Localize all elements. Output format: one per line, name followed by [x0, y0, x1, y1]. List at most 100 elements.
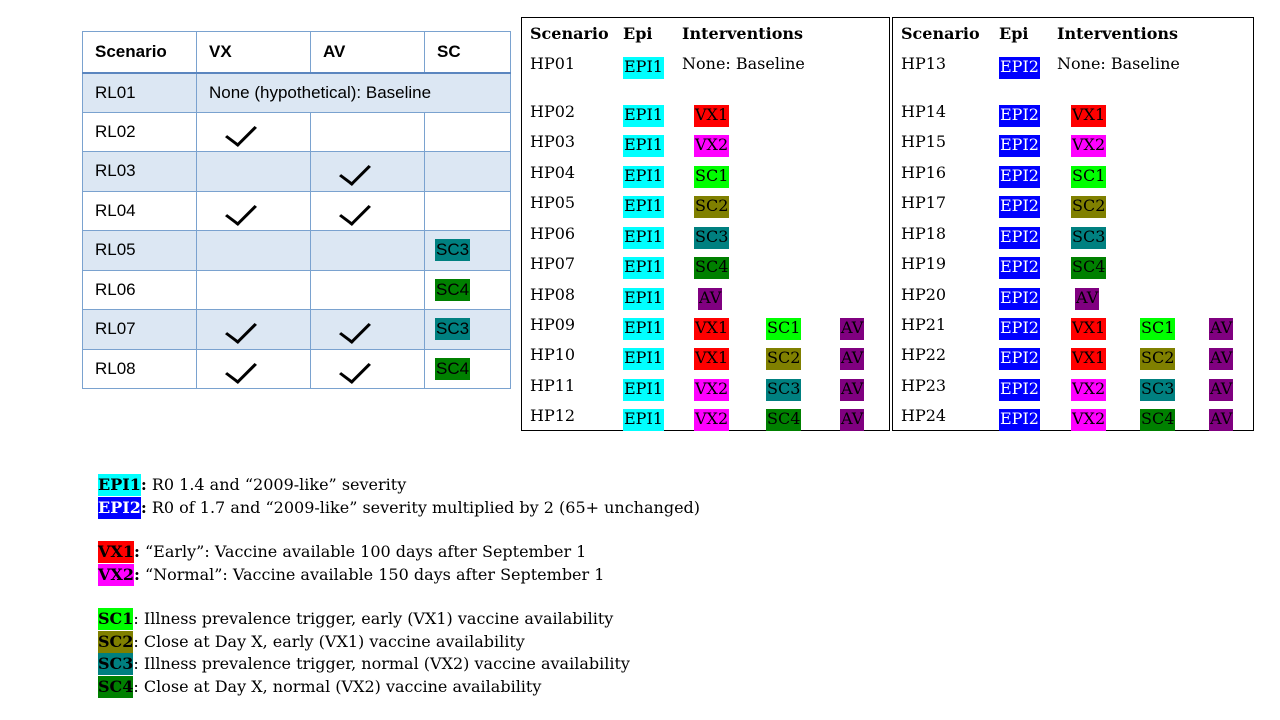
intervention-tag: SC2: [1071, 196, 1107, 218]
rl-row-rl03: RL03: [82, 151, 511, 192]
epi-tag: EPI1: [623, 257, 664, 279]
hp-scenario-id: HP07: [530, 254, 576, 273]
epi-tag: EPI2: [999, 57, 1040, 79]
intervention-tag: SC3: [694, 227, 730, 249]
hp-scenario-id: HP06: [530, 224, 576, 243]
sc-tag: SC2: [1140, 348, 1176, 370]
hp-row-hp24: HP24 EPI2 VX2 SC4 AV: [893, 403, 1253, 431]
rl-scenario-id: RL06: [82, 269, 197, 310]
legend-tag: SC2: [98, 630, 134, 653]
sc-tag: SC1: [766, 318, 802, 340]
rl-sc-cell: [424, 111, 511, 152]
hp-row-hp05: HP05 EPI1 SC2: [522, 190, 889, 218]
epi-tag: EPI2: [999, 166, 1040, 188]
sc-tag: SC4: [435, 357, 471, 380]
hp-row-hp06: HP06 EPI1 SC3: [522, 221, 889, 249]
rl-sc-cell: SC4: [424, 348, 511, 389]
legend-tag: VX2: [98, 563, 134, 586]
legend-spacer: [98, 586, 700, 608]
hp-row-hp18: HP18 EPI2 SC3: [893, 221, 1253, 249]
intervention-tag: SC1: [694, 166, 730, 188]
epi-tag: EPI2: [999, 196, 1040, 218]
rl-scenario-id: RL03: [82, 151, 197, 192]
legend-item-vx2: VX2: “Normal”: Vaccine available 150 day…: [98, 563, 700, 587]
rl-sc-cell: [424, 190, 511, 231]
hp-scenario-id: HP02: [530, 102, 576, 121]
sc-tag: SC3: [766, 379, 802, 401]
intervention-tag: VX2: [694, 409, 730, 431]
rl-sc-cell: SC3: [424, 309, 511, 350]
hp-header-row: Scenario Epi Interventions: [893, 18, 1253, 44]
epi-tag: EPI1: [623, 379, 664, 401]
hp-row-hp22: HP22 EPI2 VX1 SC2 AV: [893, 342, 1253, 370]
hp-scenario-id: HP23: [901, 376, 947, 395]
rl-scenario-id: RL08: [82, 348, 197, 389]
rl-vx-cell: [196, 230, 311, 271]
hp-scenario-id: HP18: [901, 224, 947, 243]
hp-scenario-id: HP15: [901, 132, 947, 151]
rl-scenario-id: RL02: [82, 111, 197, 152]
checkmark-icon: [339, 315, 371, 344]
hp-scenario-id: HP05: [530, 193, 576, 212]
legend-item-sc3: SC3: Illness prevalence trigger, normal …: [98, 653, 700, 676]
hp-row-hp10: HP10 EPI1 VX1 SC2 AV: [522, 342, 889, 370]
legend-description: : Close at Day X, normal (VX2) vaccine a…: [133, 676, 542, 696]
legend-tag: EPI2: [98, 496, 141, 519]
intervention-tag: AV: [698, 288, 723, 310]
rl-sc-cell: SC3: [424, 230, 511, 271]
epi-tag: EPI2: [999, 348, 1040, 370]
hp-scenario-id: HP14: [901, 102, 947, 121]
hp-header-row: Scenario Epi Interventions: [522, 18, 889, 44]
av-tag: AV: [840, 318, 865, 340]
intervention-tag: VX1: [694, 105, 730, 127]
hp-scenario-id: HP09: [530, 315, 576, 334]
hp-row-hp13: HP13 EPI2 None: Baseline: [893, 51, 1253, 79]
rl-vx-cell: [196, 269, 311, 310]
rl-av-cell: [310, 111, 425, 152]
hp-scenario-id: HP24: [901, 406, 947, 425]
rl-header-row: Scenario VX AV SC: [82, 31, 511, 74]
legend-item-sc2: SC2: Close at Day X, early (VX1) vaccine…: [98, 630, 700, 654]
checkmark-icon: [339, 157, 371, 186]
rl-row-rl07: RL07 SC3: [82, 309, 511, 350]
checkmark-icon: [225, 196, 257, 226]
intervention-tag: SC3: [1071, 227, 1107, 249]
hp-scenario-id: HP22: [901, 345, 947, 364]
rl-scenario-id: RL07: [82, 309, 197, 350]
hp-header-epi: Epi: [999, 24, 1029, 43]
rl-av-cell: [310, 348, 425, 389]
rl-av-cell: [310, 230, 425, 271]
hp-baseline-text: None: Baseline: [1057, 54, 1180, 73]
hp-header-epi: Epi: [623, 24, 653, 43]
rl-av-cell: [310, 151, 425, 192]
intervention-tag: VX2: [694, 135, 730, 157]
legend-description: “Normal”: Vaccine available 150 days aft…: [139, 564, 605, 584]
rl-row-rl01: RL01 None (hypothetical): Baseline: [82, 72, 511, 113]
checkmark-icon: [225, 354, 257, 384]
rl-row-rl08: RL08 SC4: [82, 348, 511, 389]
rl-scenario-id: RL04: [82, 190, 197, 231]
rl-av-cell: [310, 269, 425, 310]
legend-description: : Illness prevalence trigger, early (VX1…: [133, 609, 614, 628]
legend-tag: VX1: [98, 541, 134, 563]
hp-table-epi1: Scenario Epi Interventions HP01 EPI1 None: Ba…: [521, 17, 890, 431]
intervention-tag: VX2: [1071, 379, 1107, 401]
hp-scenario-id: HP11: [530, 376, 576, 395]
epi-tag: EPI2: [999, 227, 1040, 249]
hp-row-hp14: HP14 EPI2 VX1: [893, 99, 1253, 127]
hp-scenario-id: HP10: [530, 345, 576, 364]
hp-row-hp15: HP15 EPI2 VX2: [893, 129, 1253, 157]
sc-tag: SC3: [435, 239, 471, 262]
legend-separator: :: [133, 564, 140, 584]
hp-row-hp01: HP01 EPI1 None: Baseline: [522, 51, 889, 79]
rl-vx-cell: [196, 111, 311, 152]
intervention-tag: SC1: [1071, 166, 1107, 188]
epi-tag: EPI2: [999, 105, 1040, 127]
hp-baseline-text: None: Baseline: [682, 54, 805, 73]
legend-description: : Illness prevalence trigger, normal (VX…: [133, 654, 630, 673]
legend-description: “Early”: Vaccine available 100 days afte…: [139, 542, 587, 561]
rl-baseline-text: None (hypothetical): Baseline: [196, 72, 511, 113]
hp-header-interventions: Interventions: [682, 24, 804, 43]
legend-item-sc1: SC1: Illness prevalence trigger, early (…: [98, 608, 700, 631]
epi-tag: EPI1: [623, 57, 664, 79]
